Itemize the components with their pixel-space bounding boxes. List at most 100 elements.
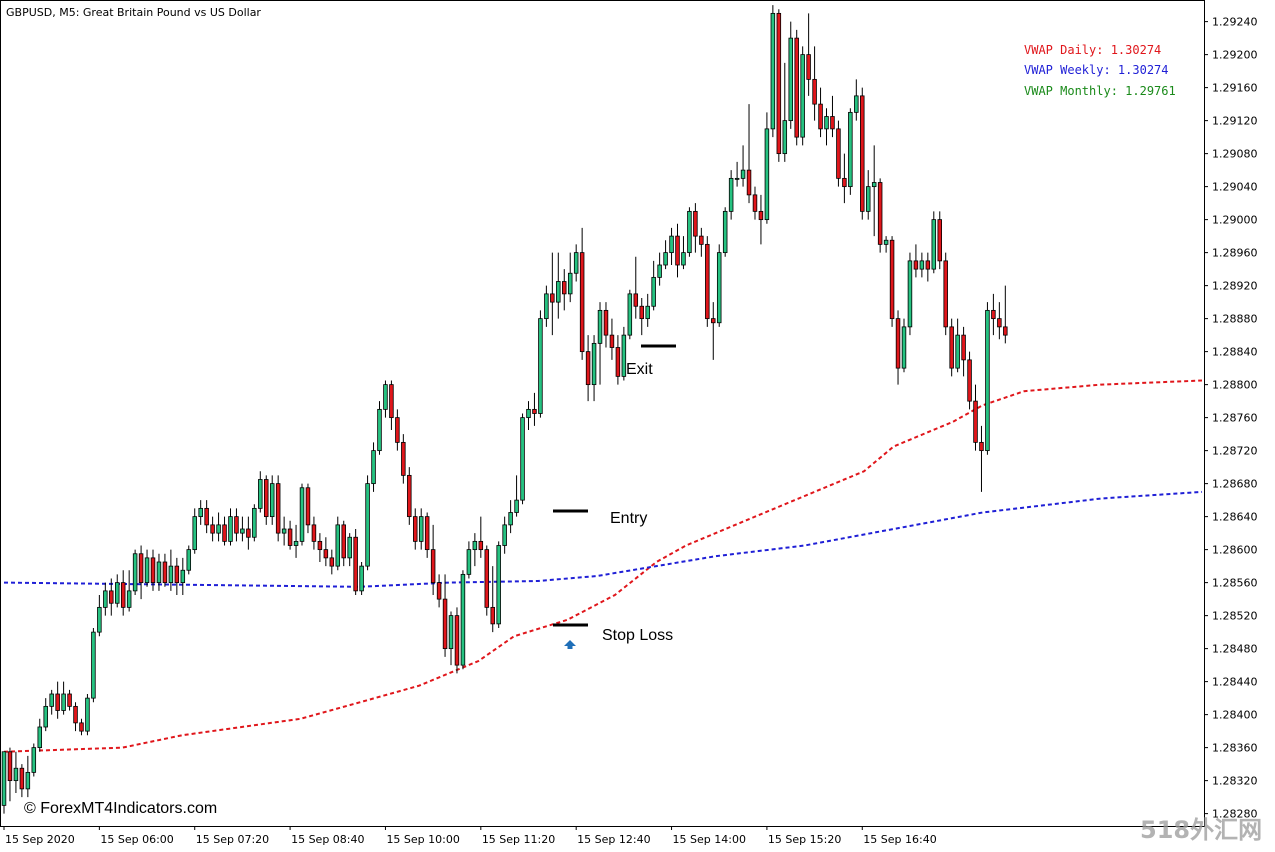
candle-up <box>824 108 829 146</box>
candle-down <box>758 194 764 245</box>
candle-body <box>848 111 853 188</box>
candle-down <box>532 392 537 426</box>
candle-body <box>758 210 764 221</box>
candle-body <box>705 243 710 320</box>
candle-down <box>705 236 710 327</box>
candle-body <box>865 186 871 212</box>
x-tick-label: 15 Sep 07:20 <box>196 833 269 846</box>
candle-body <box>597 309 603 344</box>
candle-up <box>114 574 120 608</box>
y-tick-label: 1.28400 <box>1212 709 1258 722</box>
candle-down <box>699 227 704 257</box>
candle-up <box>103 582 108 616</box>
candle-up <box>216 512 221 542</box>
candle-down <box>109 578 114 616</box>
candle-body <box>585 351 591 386</box>
candle-body <box>79 722 84 732</box>
y-tick-label: 1.28600 <box>1212 544 1258 557</box>
candle-down <box>693 203 698 253</box>
candle-body <box>621 334 627 377</box>
candle-down <box>633 256 639 319</box>
candle-body <box>901 326 907 369</box>
candle-down <box>341 520 346 567</box>
candle-body <box>651 276 656 307</box>
candle-body <box>502 524 507 546</box>
candle-body <box>711 318 716 324</box>
candle-down <box>562 269 567 311</box>
candle-body <box>860 95 865 212</box>
candle-up <box>252 504 257 542</box>
candle-body <box>1003 326 1008 336</box>
candle-down <box>585 335 591 402</box>
candle-body <box>591 342 597 386</box>
candle-up <box>132 549 138 595</box>
candle-up <box>544 285 549 327</box>
candle-body <box>764 128 770 221</box>
candle-body <box>275 483 281 534</box>
candle-up <box>645 293 650 327</box>
candle-body <box>371 450 376 485</box>
candle-down <box>752 186 758 220</box>
y-tick-label: 1.28560 <box>1212 577 1258 590</box>
candle-down <box>138 545 144 600</box>
candle-body <box>186 549 192 571</box>
candle-body <box>67 693 72 707</box>
entry-label: Entry <box>610 510 647 527</box>
candle-body <box>526 408 531 419</box>
candle-down <box>490 566 495 633</box>
candle-down <box>949 318 954 377</box>
x-tick-label: 15 Sep 10:00 <box>386 833 459 846</box>
candle-body <box>919 260 925 270</box>
candle-up <box>377 401 382 455</box>
candle-body <box>395 417 400 443</box>
candle-up <box>854 79 859 121</box>
candle-body <box>91 631 96 699</box>
candle-down <box>615 335 621 385</box>
candle-up <box>347 533 352 567</box>
candle-up <box>126 570 132 612</box>
candle-body <box>144 557 150 584</box>
y-tick-label: 1.28320 <box>1212 775 1258 788</box>
candle-body <box>466 549 472 575</box>
candle-body <box>687 210 692 254</box>
candle-down <box>222 516 227 546</box>
candle-up <box>156 553 162 591</box>
candle-body <box>126 590 132 608</box>
candle-body <box>556 281 561 303</box>
candle-down <box>860 87 865 220</box>
candle-up <box>418 508 424 550</box>
candle-up <box>25 755 31 798</box>
candle-body <box>234 516 239 534</box>
candle-down <box>67 689 72 711</box>
candle-body <box>943 260 948 328</box>
candle-up <box>466 541 472 579</box>
candle-up <box>43 698 48 732</box>
candle-up <box>240 516 245 542</box>
candle-down <box>478 516 484 558</box>
candle-up <box>460 570 466 670</box>
candle-body <box>347 536 352 559</box>
candle-down <box>407 467 412 525</box>
candle-body <box>424 516 430 551</box>
candle-down <box>413 508 418 550</box>
x-tick-label: 15 Sep 12:40 <box>577 833 650 846</box>
candle-body <box>788 37 793 122</box>
candle-down <box>943 252 948 336</box>
candle-body <box>508 512 513 526</box>
candle-body <box>329 557 335 567</box>
candle-down <box>961 326 966 377</box>
candle-down <box>353 529 358 595</box>
candle-down <box>275 475 281 542</box>
x-tick-label: 15 Sep 08:40 <box>291 833 364 846</box>
candle-down <box>234 508 239 542</box>
candle-body <box>579 252 585 353</box>
candle-body <box>812 78 817 105</box>
candle-up <box>687 207 692 257</box>
candle-body <box>639 305 644 320</box>
candle-body <box>472 540 478 551</box>
candle-up <box>627 289 633 340</box>
y-tick-label: 1.29160 <box>1212 82 1258 95</box>
candle-body <box>484 549 490 608</box>
candle-down <box>812 46 817 121</box>
